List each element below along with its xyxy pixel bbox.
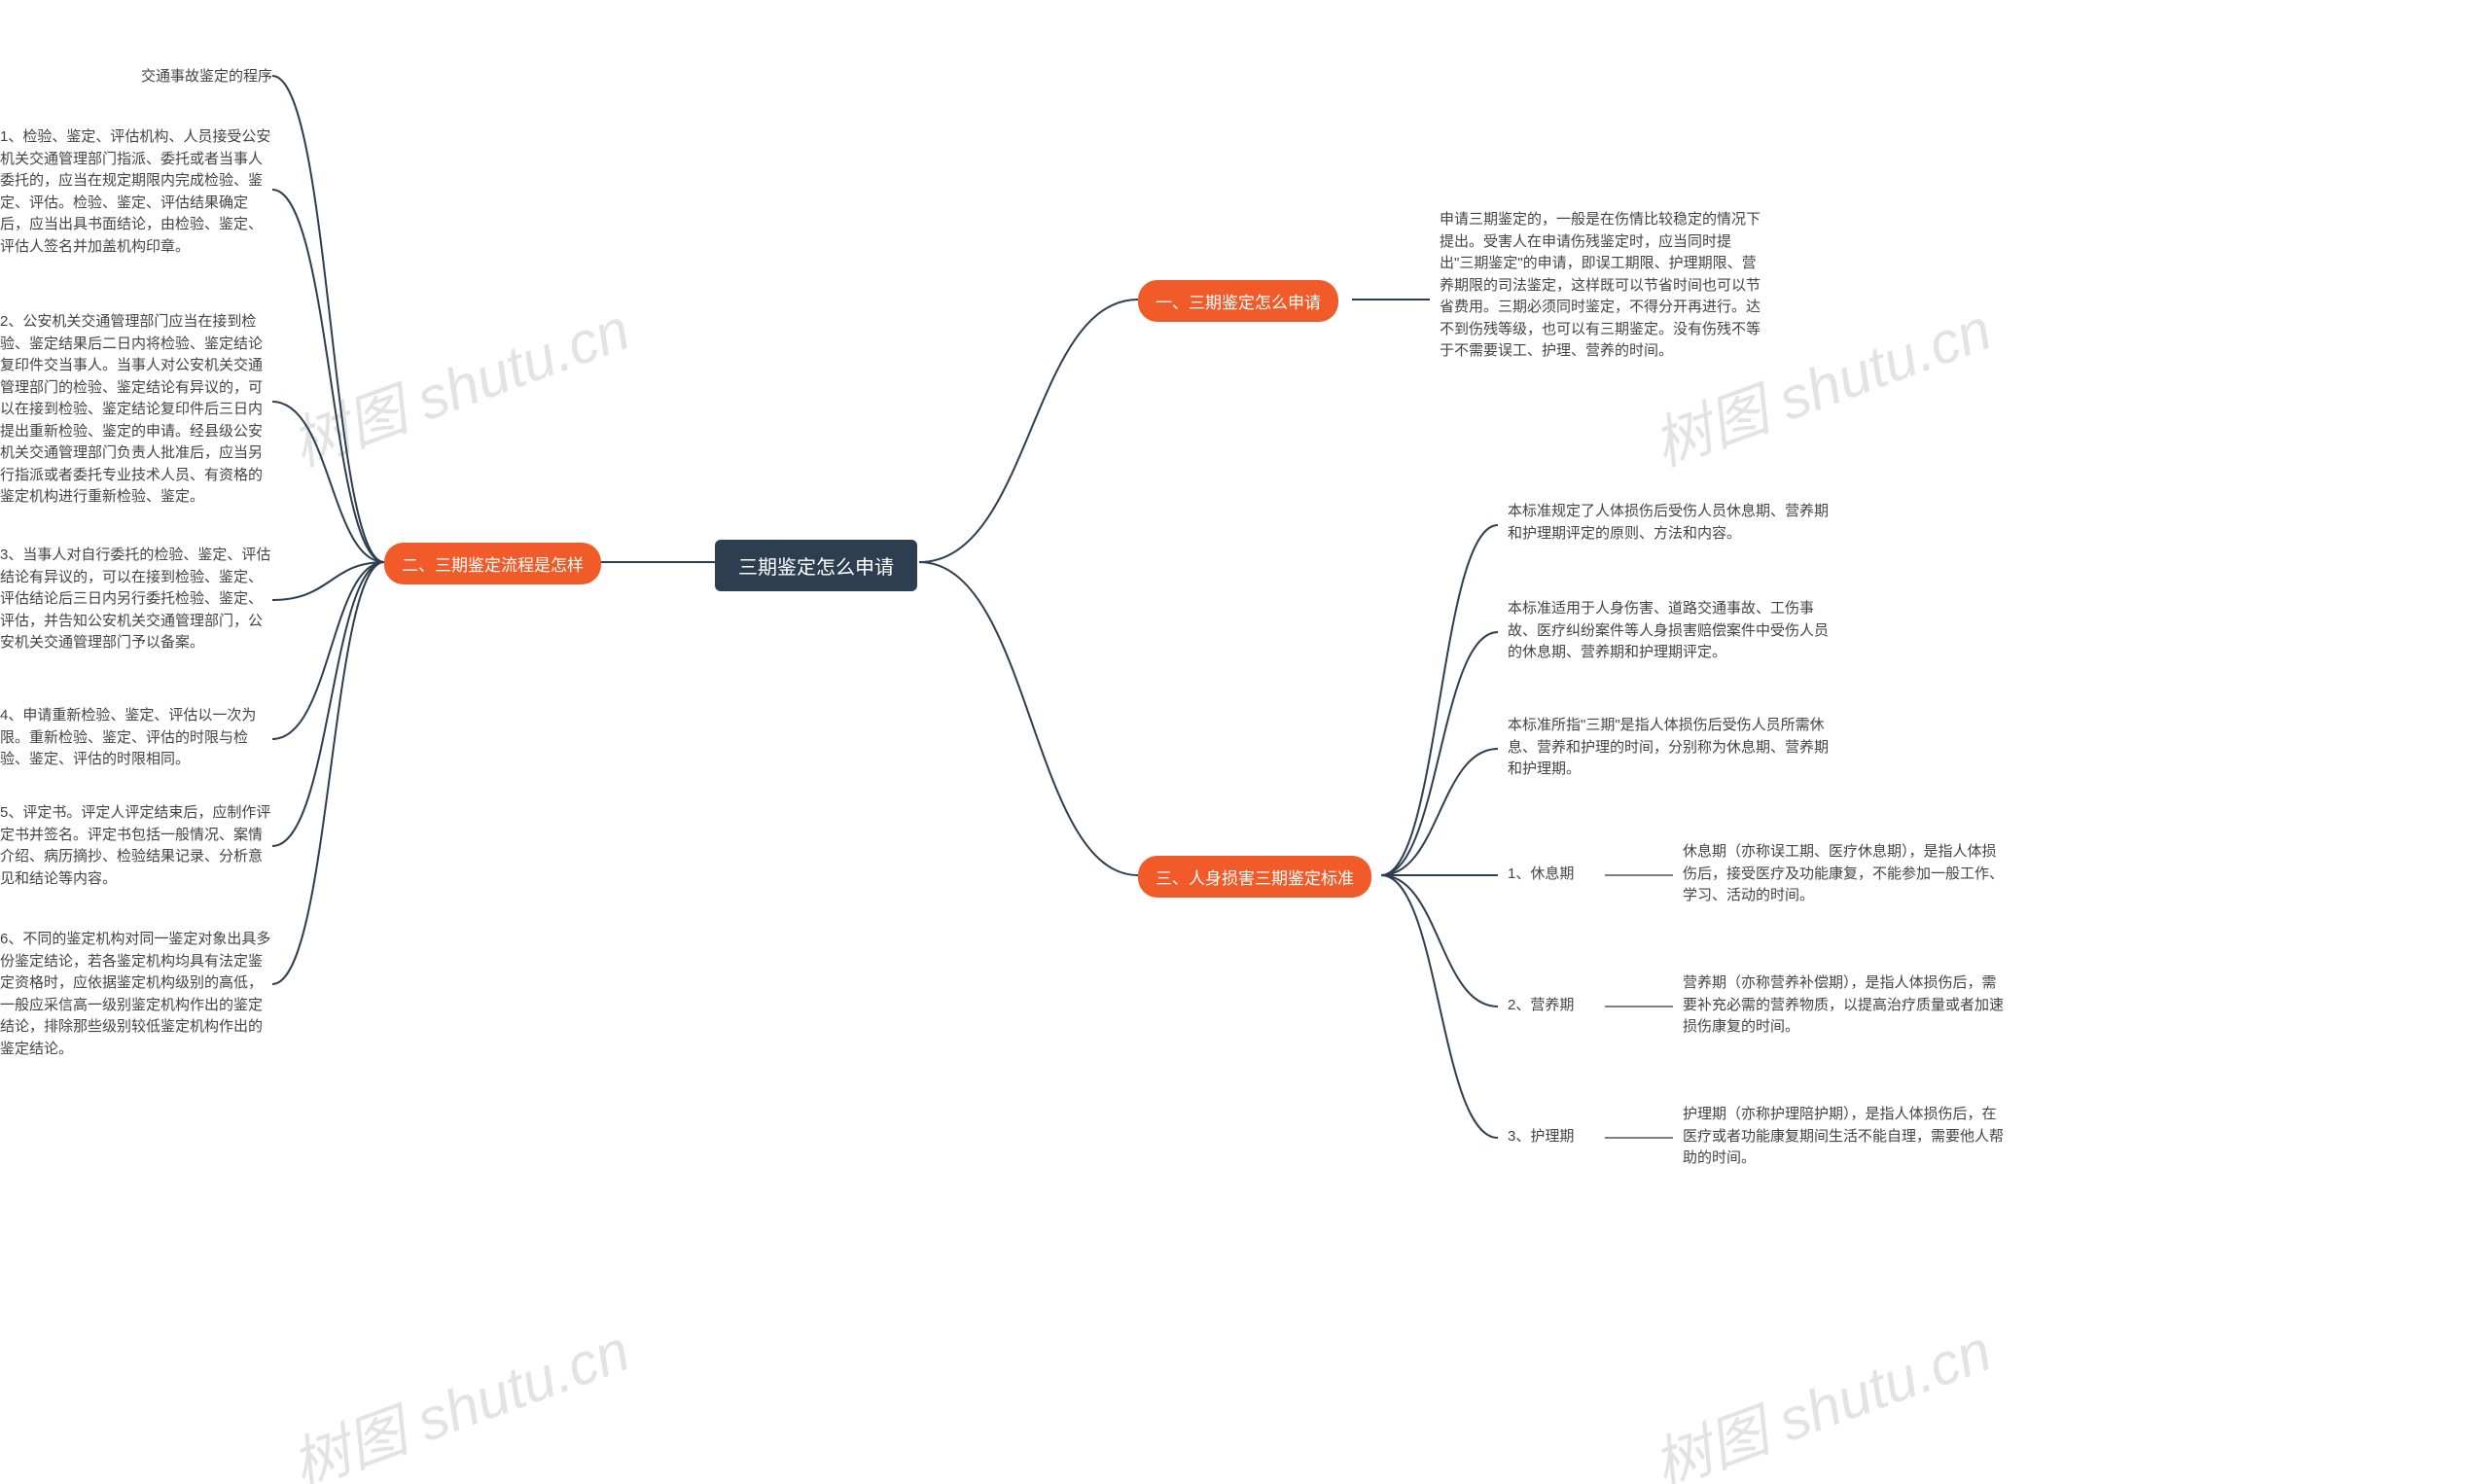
watermark: 树图 shutu.cn bbox=[278, 1303, 639, 1484]
root-node: 三期鉴定怎么申请 bbox=[715, 540, 917, 591]
b3-sub1-label: 1、休息期 bbox=[1508, 864, 1574, 886]
b3-sub3-desc: 护理期（亦称护理陪护期），是指人体损伤后，在医疗或者功能康复期间生活不能自理，需… bbox=[1683, 1104, 2004, 1170]
branch-1: 一、三期鉴定怎么申请 bbox=[1138, 280, 1338, 322]
b3-leaf-1: 本标准规定了人体损伤后受伤人员休息期、营养期和护理期评定的原则、方法和内容。 bbox=[1508, 501, 1829, 545]
b2-leaf-4: 4、申请重新检验、鉴定、评估以一次为限。重新检验、鉴定、评估的时限与检验、鉴定、… bbox=[0, 705, 272, 771]
b2-leaf-6: 6、不同的鉴定机构对同一鉴定对象出具多份鉴定结论，若各鉴定机构均具有法定鉴定资格… bbox=[0, 929, 272, 1060]
b2-leaf-5: 5、评定书。评定人评定结束后，应制作评定书并签名。评定书包括一般情况、案情介绍、… bbox=[0, 802, 272, 890]
b2-leaf-3: 3、当事人对自行委托的检验、鉴定、评估结论有异议的，可以在接到检验、鉴定、评估结… bbox=[0, 545, 272, 654]
watermark: 树图 shutu.cn bbox=[1640, 1303, 2001, 1484]
b3-sub3-label: 3、护理期 bbox=[1508, 1126, 1574, 1148]
branch-2: 二、三期鉴定流程是怎样 bbox=[384, 543, 601, 584]
b2-leaf-1: 1、检验、鉴定、评估机构、人员接受公安机关交通管理部门指派、委托或者当事人委托的… bbox=[0, 126, 272, 258]
watermark: 树图 shutu.cn bbox=[278, 282, 639, 482]
b2-leaf-2: 2、公安机关交通管理部门应当在接到检验、鉴定结果后二日内将检验、鉴定结论复印件交… bbox=[0, 311, 272, 509]
b3-sub2-label: 2、营养期 bbox=[1508, 995, 1574, 1017]
b1-leaf: 申请三期鉴定的，一般是在伤情比较稳定的情况下提出。受害人在申请伤残鉴定时，应当同… bbox=[1440, 209, 1761, 363]
b3-leaf-3: 本标准所指"三期"是指人体损伤后受伤人员所需休息、营养和护理的时间，分别称为休息… bbox=[1508, 715, 1829, 781]
connection-lines bbox=[0, 0, 2490, 1484]
b3-leaf-2: 本标准适用于人身伤害、道路交通事故、工伤事故、医疗纠纷案件等人身损害赔偿案件中受… bbox=[1508, 598, 1829, 664]
b2-leaf-0: 交通事故鉴定的程序 bbox=[141, 66, 272, 88]
branch-3: 三、人身损害三期鉴定标准 bbox=[1138, 856, 1371, 898]
b3-sub1-desc: 休息期（亦称误工期、医疗休息期），是指人体损伤后，接受医疗及功能康复，不能参加一… bbox=[1683, 841, 2004, 907]
b3-sub2-desc: 营养期（亦称营养补偿期），是指人体损伤后，需要补充必需的营养物质，以提高治疗质量… bbox=[1683, 972, 2004, 1039]
